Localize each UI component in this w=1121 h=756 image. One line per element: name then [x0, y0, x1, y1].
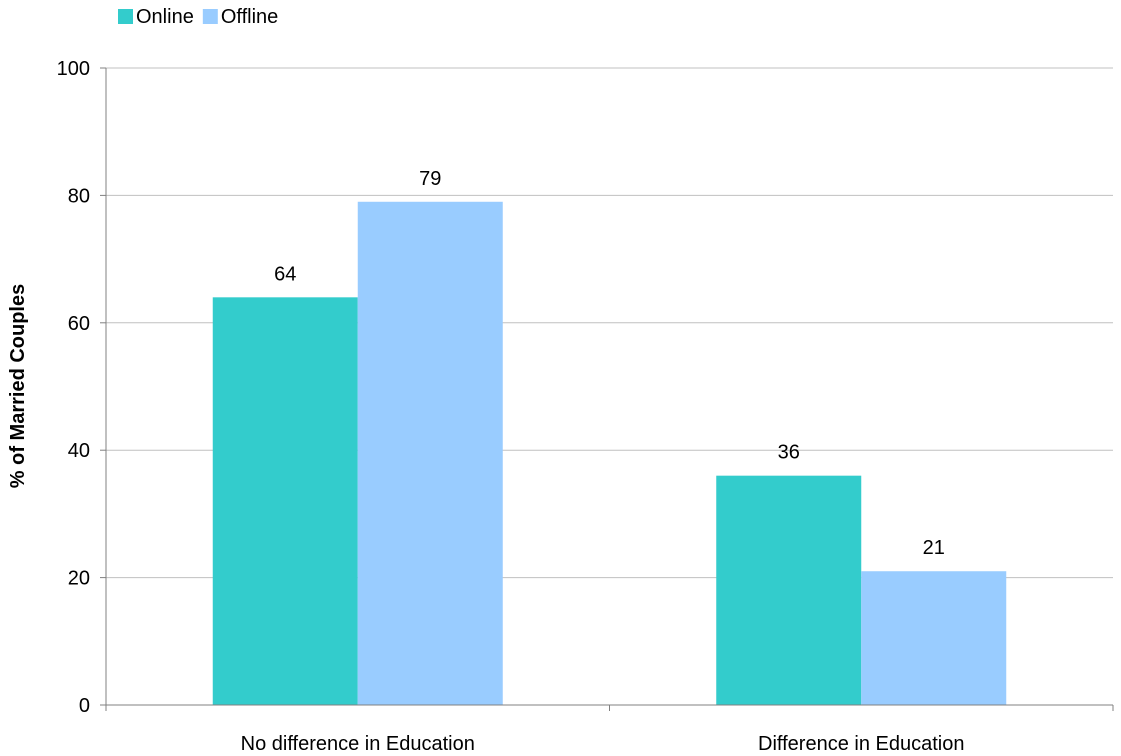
- x-category-label: Difference in Education: [758, 733, 964, 755]
- axes: 0 20 40 60 80 100 No difference in Education Di…: [57, 58, 1114, 755]
- data-labels: 64 79 36 21: [274, 168, 945, 559]
- legend-label-offline: Offline: [221, 6, 278, 28]
- legend-label-online: Online: [136, 6, 194, 28]
- y-tick-label: 40: [68, 440, 90, 462]
- y-tick-label: 100: [57, 58, 90, 80]
- legend: Online Offline: [118, 6, 278, 28]
- bar-online: [212, 297, 358, 705]
- y-tick-label: 60: [68, 313, 90, 335]
- data-label: 79: [419, 168, 441, 190]
- x-category-label: No difference in Education: [241, 733, 475, 755]
- data-label: 64: [274, 263, 296, 285]
- legend-swatch-online: [118, 9, 133, 24]
- y-axis-title: % of Married Couples: [7, 284, 29, 488]
- bar-offline: [861, 571, 1007, 705]
- y-tick-label: 20: [68, 568, 90, 590]
- data-label: 36: [778, 442, 800, 464]
- y-tick-label: 80: [68, 185, 90, 207]
- legend-swatch-offline: [202, 9, 218, 24]
- bar-offline: [357, 201, 503, 705]
- bar-online: [716, 475, 862, 705]
- bars: [212, 201, 1007, 705]
- y-tick-label: 0: [79, 695, 90, 717]
- data-label: 21: [923, 537, 945, 559]
